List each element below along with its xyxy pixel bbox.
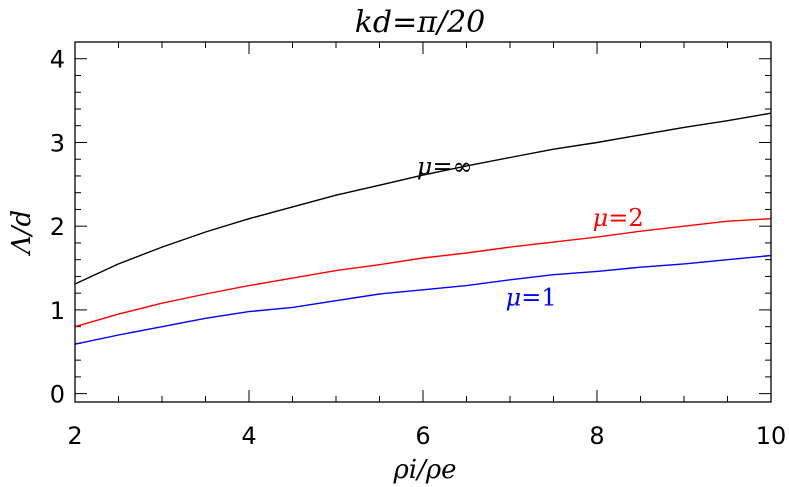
x-tick-label: 4 — [241, 422, 256, 450]
x-tick-label: 8 — [589, 422, 604, 450]
y-axis-label: Λ/d — [7, 210, 37, 256]
x-tick-label: 10 — [756, 422, 787, 450]
y-tick-label: 1 — [50, 297, 65, 325]
ticks-layer: 2 4 6 8 10 0 1 2 3 4 — [50, 42, 787, 450]
y-tick-label: 2 — [50, 213, 65, 241]
y-tick-label: 4 — [50, 46, 65, 74]
series-line-2 — [74, 254, 772, 345]
chart-title: kd=π/20 — [355, 5, 486, 40]
x-tick-label: 6 — [415, 422, 430, 450]
y-tick-label: 3 — [50, 129, 65, 157]
series-line-1 — [74, 218, 772, 328]
labels-layer: μ=∞ μ=2 μ=1 — [417, 152, 644, 311]
curve-label-2: μ=1 — [506, 284, 557, 312]
x-tick-label: 2 — [67, 422, 82, 450]
x-axis-label: ρi/ρe — [392, 455, 456, 485]
curve-label-1: μ=2 — [593, 204, 644, 232]
curve-label-0: μ=∞ — [417, 152, 473, 180]
series-line-0 — [74, 112, 772, 285]
y-tick-label: 0 — [50, 381, 65, 409]
series-layer — [74, 112, 772, 345]
plot-frame — [74, 41, 772, 403]
